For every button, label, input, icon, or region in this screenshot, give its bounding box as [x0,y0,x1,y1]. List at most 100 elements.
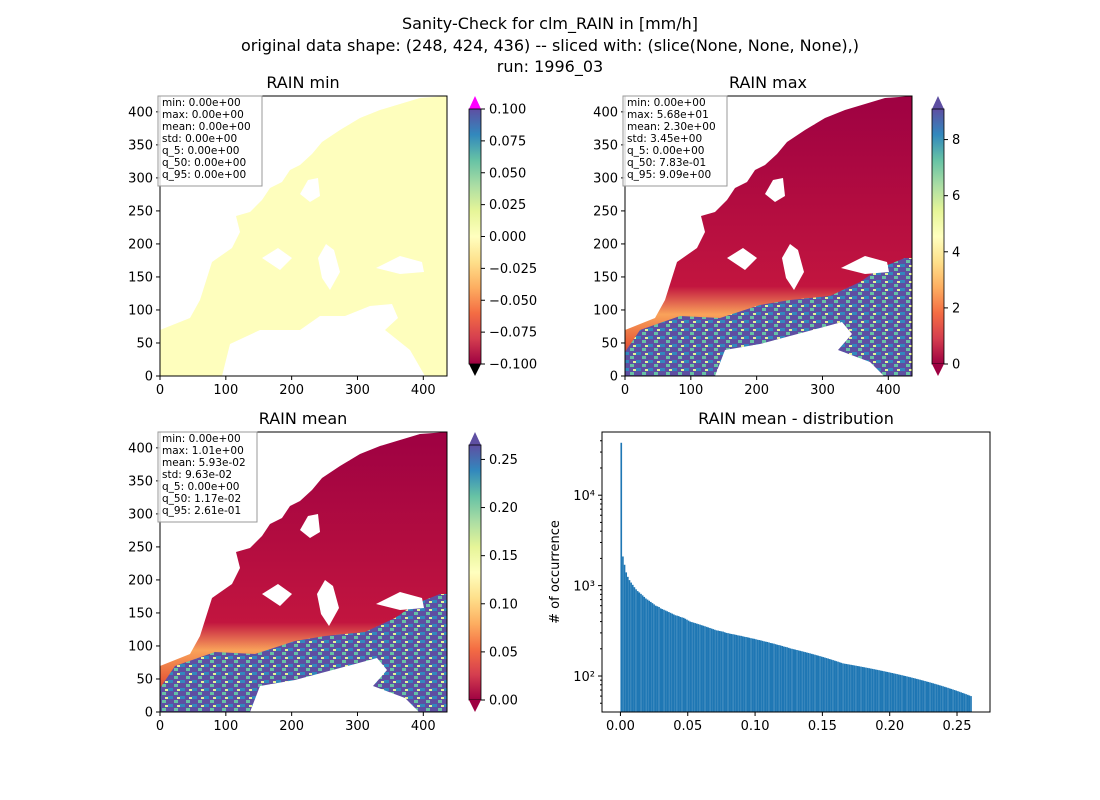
histogram-bar [833,660,836,712]
histogram-bar [720,631,723,712]
stat-line: min: 0.00e+00 [627,97,706,109]
histogram-bar [948,688,951,712]
stats-lines: min: 0.00e+00 max: 1.01e+00 mean: 5.93e-02… [162,433,246,517]
histogram-bar [886,671,889,712]
colorbar-tick-label: −0.075 [489,326,537,341]
histogram-bar [847,664,849,712]
histogram-bar [878,670,880,712]
histogram-bar [871,668,874,712]
colorbar-tick-label: 2 [952,301,960,316]
histogram-title: RAIN mean - distribution [698,409,894,428]
histogram-bar [631,584,634,712]
histogram-bar [842,663,844,712]
colorbar-extend-top [469,96,481,109]
histogram-bar [714,629,716,712]
histogram-bar [968,695,971,712]
y-tick-label: 10⁴ [573,489,595,504]
histogram-bar [643,596,646,712]
histogram-bar [620,442,623,712]
stat-line: q_50: 1.17e-02 [162,493,241,505]
histogram-bar [659,608,662,712]
histogram-bar [814,654,816,712]
y-tick-label: 200 [128,237,153,252]
colorbar: 0.100 0.075 0.050 0.025 0.000 −0.025 −0.050 −0.… [468,96,537,376]
y-axis-ticks: 0 50 100 150 200 250 300 350 400 [593,105,625,385]
histogram-bar [766,641,769,712]
colorbar-body [931,108,945,365]
histogram-bar [723,632,726,712]
y-tick-label: 0 [610,370,618,385]
histogram-bar [715,630,718,712]
histogram-bar [883,671,885,712]
histogram-bar [653,604,655,712]
histogram-bar [911,677,913,712]
histogram-bar [623,564,626,712]
panel-rain-max-title: RAIN max [729,73,807,92]
histogram-bar [732,634,734,712]
x-tick-label: 0.00 [606,719,635,734]
stat-line: q_5: 0.00e+00 [627,145,704,157]
x-tick-label: 100 [213,383,238,398]
histogram-bar [924,681,926,712]
histogram-bar [837,661,839,712]
x-tick-label: 0 [156,383,164,398]
y-tick-label: 250 [128,204,153,219]
y-tick-label: 400 [128,105,153,120]
y-tick-label: 250 [593,204,618,219]
histogram-bars [620,442,972,712]
stats-box: min: 0.00e+00 max: 1.01e+00 mean: 5.93e-02… [157,431,258,523]
histogram-bar [761,640,764,712]
stat-line: q_5: 0.00e+00 [162,481,239,493]
histogram-bar [958,691,961,712]
stat-line: q_95: 2.61e-01 [162,505,241,517]
histogram-bar [884,671,887,712]
colorbar-extend-bottom [932,364,944,376]
histogram-bar [907,676,910,712]
axes-frame [624,95,913,377]
stat-line: max: 5.68e+01 [627,109,709,121]
histogram-bar [755,639,757,712]
histogram-bar [966,694,969,712]
histogram-bar [672,614,675,712]
histogram-bar [896,674,898,712]
histogram-bar [676,615,678,712]
histogram-bar [830,659,833,712]
histogram-bar [804,652,806,712]
histogram-bar [681,617,683,712]
histogram-bar [745,637,747,712]
histogram-bar [756,639,759,712]
histogram-bar [876,669,879,712]
histogram-bar [937,684,939,712]
histogram-bar [638,592,641,712]
histogram-bar [920,680,923,712]
histogram-bar [963,693,966,712]
histogram-bar [904,676,907,712]
histogram-bar [722,631,724,712]
histogram-bar [870,668,872,712]
sea-mask [250,448,424,712]
histogram-bar [730,633,733,712]
x-tick-label: 400 [411,719,436,734]
histogram-bar [709,627,711,712]
x-tick-label: 100 [213,719,238,734]
histogram-bar [737,635,739,712]
x-tick-label: 400 [411,383,436,398]
histogram-bar [764,641,767,712]
histogram-bar [702,625,705,712]
histogram-bar [950,688,953,712]
histogram-bar [671,613,673,712]
x-tick-label: 300 [345,719,370,734]
stats-lines: min: 0.00e+00 max: 0.00e+00 mean: 0.00e+00… [162,97,251,181]
x-tick-label: 0.10 [741,719,770,734]
histogram-bar [940,685,943,712]
y-tick-label: 50 [601,336,618,351]
histogram-bar [743,636,746,712]
figure-title-line-1: Sanity-Check for clm_RAIN in [mm/h] [402,14,698,34]
y-tick-label: 350 [128,474,153,489]
histogram-bar [733,634,736,712]
histogram-bar [860,666,862,712]
y-tick-label: 350 [593,138,618,153]
histogram-bar [705,626,708,712]
colorbar-tick-label: 0.10 [489,597,518,612]
stat-line: min: 0.00e+00 [162,97,241,109]
